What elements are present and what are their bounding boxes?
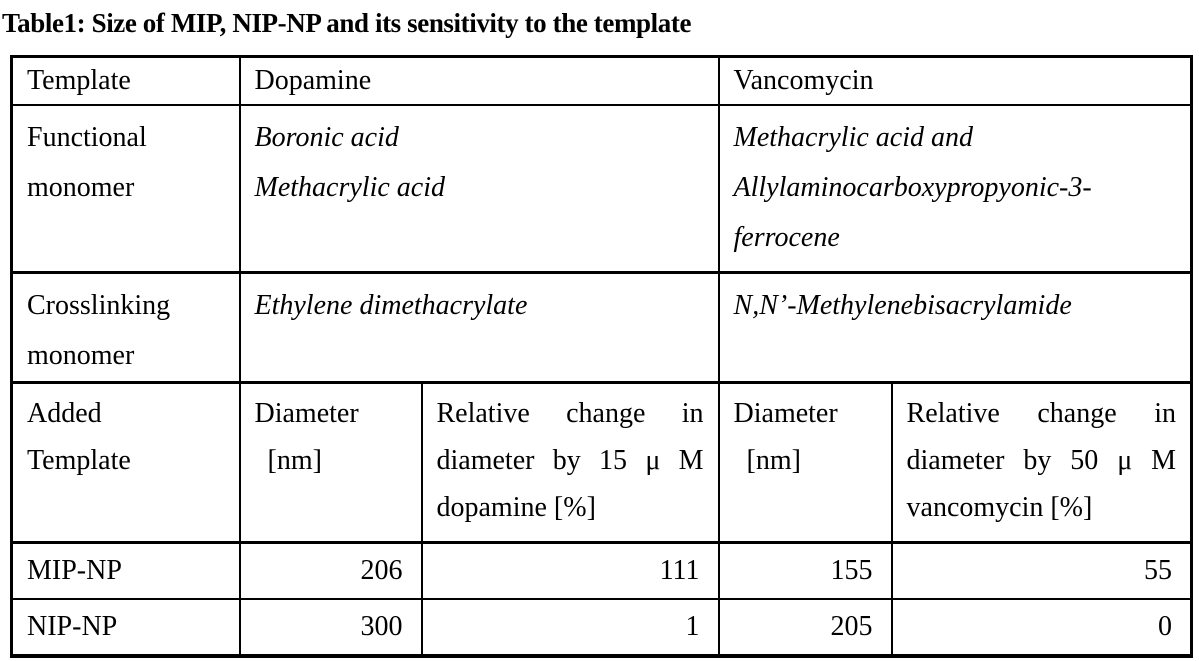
cell-mip-np-name: MIP-NP <box>11 542 240 600</box>
cell-nip-np-dopamine-relative-change: 1 <box>420 598 719 656</box>
cell-line: Boronic acid <box>254 122 399 153</box>
cell-line: Diameter <box>733 397 838 429</box>
table-title: Table1: Size of MIP, NIP-NP and its sens… <box>2 8 692 38</box>
cell-line: Template <box>27 444 131 476</box>
cell-vancomycin-diameter-header: Diameter [nm] <box>717 382 892 544</box>
cell-template-dopamine: Dopamine <box>238 56 719 106</box>
cell-functional-monomer-dopamine: Boronic acid Methacrylic acid <box>238 105 719 274</box>
cell-added-template-label: Added Template <box>11 382 240 544</box>
cell-vancomycin-relative-change-header: Relative change in diameter by 50 μ M va… <box>890 382 1192 544</box>
cell-functional-monomer-vancomycin: Methacrylic acid and Allylaminocarboxypr… <box>717 105 1192 274</box>
cell-line: [nm] <box>746 444 801 476</box>
cell-line: Crosslinking <box>27 289 171 321</box>
cell-line: Allylaminocarboxypropyonic-3- <box>733 172 1092 203</box>
cell-line: Added <box>27 397 102 429</box>
table-row-crosslinking-monomer: Crosslinking monomer Ethylene dimethacry… <box>11 272 1192 384</box>
cell-crosslinking-monomer-label: Crosslinking monomer <box>11 272 240 384</box>
table-row-nip-np: NIP-NP 300 1 205 0 <box>12 598 1192 656</box>
cell-line: monomer <box>27 172 135 203</box>
cell-template-vancomycin: Vancomycin <box>717 56 1192 106</box>
table-row-added-template-header: Added Template Diameter [nm] Relative ch… <box>11 382 1192 544</box>
cell-template-label: Template <box>11 56 240 106</box>
cell-crosslinking-monomer-dopamine: Ethylene dimethacrylate <box>238 272 719 384</box>
mip-nip-sensitivity-table: Template Dopamine Vancomycin Functional … <box>10 55 1194 658</box>
cell-line: ferrocene <box>733 222 840 253</box>
cell-dopamine-diameter-header: Diameter [nm] <box>238 382 422 544</box>
cell-mip-np-vancomycin-diameter: 155 <box>717 542 892 600</box>
cell-nip-np-vancomycin-relative-change: 0 <box>890 598 1192 656</box>
cell-line: vancomycin [%] <box>906 491 1093 523</box>
cell-dopamine-relative-change-header: Relative change in diameter by 15 μ M do… <box>420 382 719 544</box>
cell-nip-np-name: NIP-NP <box>27 610 118 642</box>
cell-line: Methacrylic acid <box>254 172 445 203</box>
cell-mip-np-vancomycin-relative-change: 55 <box>890 542 1192 600</box>
table-row-mip-np: MIP-NP 206 111 155 55 <box>11 542 1192 600</box>
cell-nip-np-dopamine-diameter: 300 <box>238 598 422 656</box>
cell-line: Relative change in <box>436 397 704 429</box>
cell-nip-np-vancomycin-diameter: 205 <box>717 598 892 656</box>
cell-line: Methacrylic acid and <box>733 122 973 153</box>
cell-line: diameter by 50 μ M <box>906 444 1177 476</box>
cell-mip-np-dopamine-relative-change: 111 <box>420 542 719 600</box>
cell-line: dopamine [%] <box>436 491 596 523</box>
cell-line: monomer <box>27 339 135 371</box>
cell-mip-np-dopamine-diameter: 206 <box>238 542 422 600</box>
table-row-template: Template Dopamine Vancomycin <box>11 56 1192 106</box>
cell-line: Relative change in <box>906 397 1177 429</box>
cell-line: Diameter <box>254 397 359 429</box>
cell-line: diameter by 15 μ M <box>436 444 704 476</box>
table-row-functional-monomer: Functional monomer Boronic acid Methacry… <box>11 105 1192 274</box>
cell-line: Functional <box>27 122 147 153</box>
cell-crosslinking-monomer-vancomycin: N,N’-Methylenebisacrylamide <box>717 272 1192 384</box>
cell-line: [nm] <box>267 444 322 476</box>
cell-functional-monomer-label: Functional monomer <box>11 105 240 274</box>
